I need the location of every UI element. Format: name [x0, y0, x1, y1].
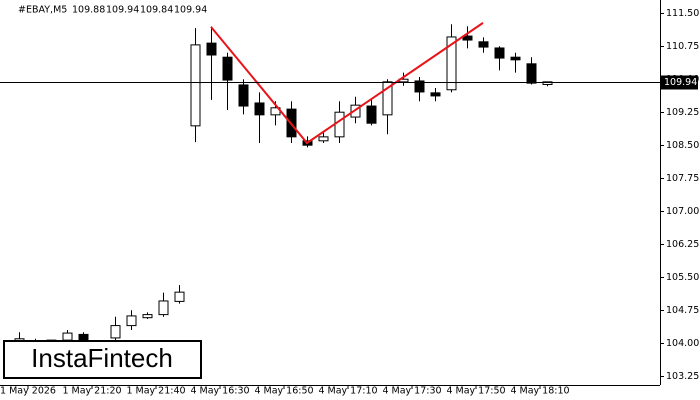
candle-body	[158, 300, 169, 316]
y-tick-label: 109.25	[666, 107, 699, 118]
x-tick-label: 1 May 2026	[0, 386, 56, 397]
candle-body	[110, 325, 121, 339]
header: #EBAY,M5 109.88 109.94 109.84 109.94	[18, 5, 207, 16]
y-tick-label: 111.50	[666, 8, 699, 19]
price-label-box	[661, 75, 698, 90]
header-low: 109.84	[140, 5, 173, 16]
y-tick-label: 103.25	[666, 371, 699, 382]
price-label: 109.94	[664, 77, 697, 88]
candle-body	[206, 42, 217, 56]
x-tick-label: 4 May 17:10	[318, 386, 377, 397]
header-high: 109.94	[106, 5, 139, 16]
candle-body	[334, 111, 345, 138]
x-tick-label: 4 May 18:10	[510, 386, 569, 397]
y-tick-label: 108.50	[666, 140, 699, 151]
candle-body	[494, 47, 505, 59]
pattern-line	[210, 22, 484, 145]
y-tick-label: 106.25	[666, 239, 699, 250]
header-close: 109.94	[174, 5, 207, 16]
y-tick-label: 110.75	[666, 41, 699, 52]
y-tick-label: 104.75	[666, 305, 699, 316]
candle-body	[366, 105, 377, 124]
x-tick-label: 1 May 21:20	[62, 386, 121, 397]
candle-body	[174, 291, 185, 302]
candle-body	[62, 332, 73, 341]
candle-body	[254, 102, 265, 116]
x-tick-label: 4 May 17:30	[382, 386, 441, 397]
candle-body	[238, 84, 249, 107]
y-tick-label: 107.00	[666, 206, 699, 217]
candle-body	[382, 81, 393, 116]
x-tick-label: 1 May 21:40	[126, 386, 185, 397]
candle-body	[126, 315, 137, 327]
candle-body	[542, 81, 553, 85]
y-tick-label: 107.75	[666, 173, 699, 184]
candle-body	[430, 92, 441, 97]
candle-body	[142, 314, 153, 319]
x-tick-label: 4 May 16:30	[190, 386, 249, 397]
candle-body	[318, 136, 329, 142]
logo-box	[3, 340, 202, 379]
symbol: #EBAY,M5	[18, 5, 67, 16]
logo: InstaFintech	[31, 343, 173, 373]
header-open: 109.88	[72, 5, 105, 16]
y-tick-label: 104.00	[666, 338, 699, 349]
candle-body	[446, 36, 457, 91]
candle-body	[526, 63, 537, 84]
x-tick-label: 4 May 17:50	[446, 386, 505, 397]
x-tick-label: 4 May 16:50	[254, 386, 313, 397]
candle-body	[222, 56, 233, 81]
candle-body	[478, 41, 489, 48]
y-tick-label: 105.50	[666, 272, 699, 283]
candle-body	[510, 56, 521, 61]
candle-body	[190, 44, 201, 127]
candle-body	[462, 35, 473, 41]
candle-body	[414, 80, 425, 93]
